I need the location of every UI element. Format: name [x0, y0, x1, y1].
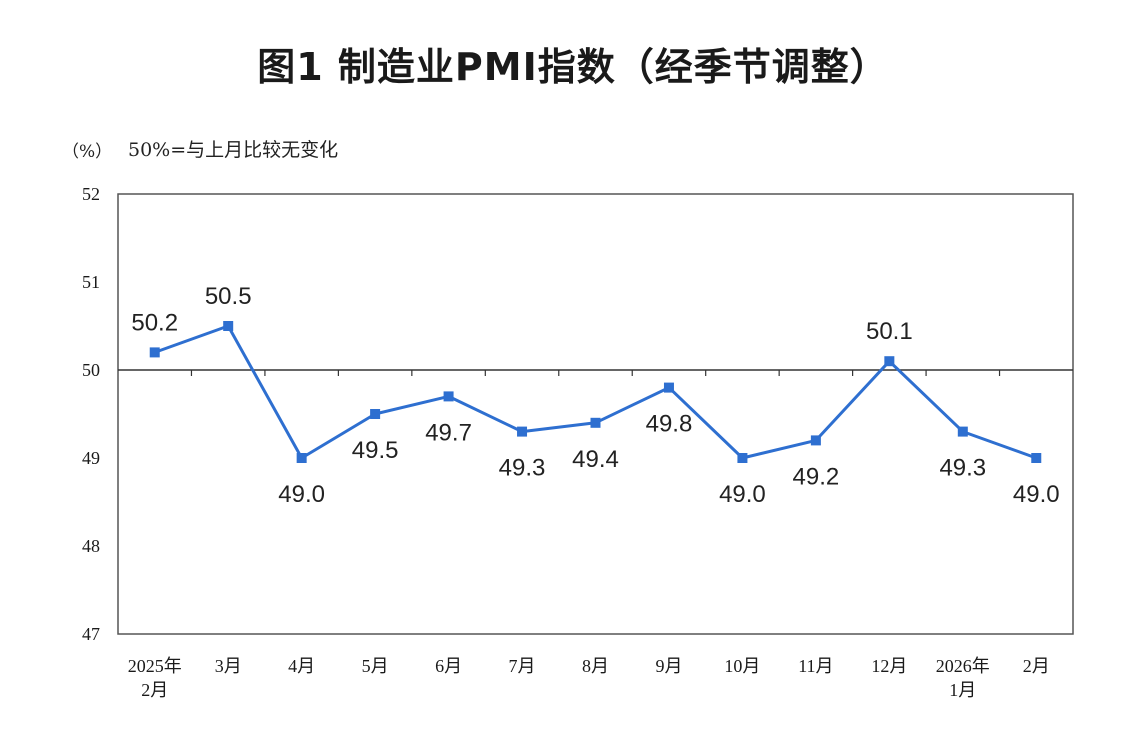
data-label: 49.3: [939, 455, 986, 482]
data-label: 49.4: [572, 446, 619, 473]
data-point: [296, 453, 307, 463]
y-tick-label: 47: [82, 624, 100, 644]
data-point: [517, 426, 528, 437]
chart-note: 50%=与上月比较无变化: [128, 139, 339, 161]
x-tick-label: 9月: [655, 656, 682, 676]
x-tick-label: 3月: [215, 656, 242, 676]
x-tick-label: 6月: [435, 656, 462, 676]
x-tick-label: 5月: [362, 656, 389, 676]
series-line: [154, 324, 1037, 460]
data-label: 50.1: [866, 318, 913, 345]
data-label: 49.0: [1013, 481, 1060, 508]
data-label: 49.3: [499, 455, 546, 482]
data-point: [223, 321, 234, 331]
x-tick-label: 7月: [509, 656, 536, 676]
data-label: 49.7: [425, 419, 472, 446]
y-axis-unit: （%）: [62, 142, 113, 162]
data-label: 49.0: [278, 481, 325, 508]
x-tick-label: 2026年: [936, 656, 990, 676]
data-label: 49.5: [352, 437, 399, 464]
data-point: [957, 426, 968, 437]
y-tick-label: 49: [82, 448, 100, 468]
data-point: [737, 453, 748, 463]
x-tick-label: 2025年: [128, 656, 182, 676]
plot-frame: [117, 193, 1074, 635]
x-tick-label: 2月: [1023, 656, 1050, 676]
data-point: [663, 382, 674, 393]
data-label: 49.0: [719, 481, 766, 508]
chart-title: 图1 制造业PMI指数（经季节调整）: [257, 45, 889, 89]
x-tick-label: 12月: [871, 656, 907, 676]
data-point: [884, 356, 895, 367]
data-label: 49.2: [793, 463, 840, 490]
data-label: 50.2: [131, 309, 178, 336]
x-tick-label: 8月: [582, 656, 609, 676]
y-tick-label: 51: [82, 272, 100, 292]
x-tick-label: 2月: [141, 680, 168, 700]
y-tick-label: 48: [82, 536, 100, 556]
x-tick-label: 4月: [288, 656, 315, 676]
data-point: [370, 409, 381, 419]
data-point: [1031, 453, 1042, 463]
data-point: [590, 417, 601, 428]
data-label: 50.5: [205, 283, 252, 310]
x-tick-label: 1月: [949, 680, 976, 700]
data-point: [810, 435, 821, 446]
data-point: [443, 391, 454, 402]
x-tick-label: 11月: [798, 656, 833, 676]
y-tick-label: 52: [82, 184, 100, 204]
y-tick-label: 50: [82, 360, 100, 380]
x-tick-label: 10月: [724, 656, 760, 676]
data-label: 49.8: [646, 411, 693, 438]
data-point: [149, 347, 160, 358]
